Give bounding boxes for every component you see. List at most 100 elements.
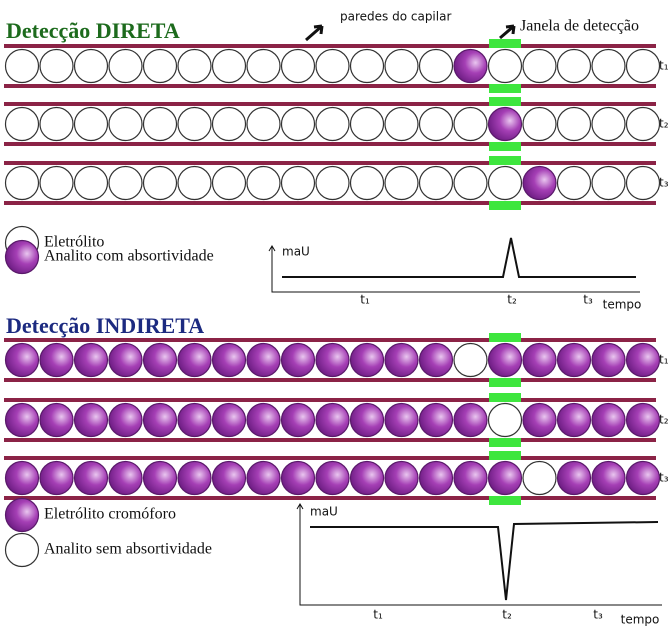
purple-circle: [247, 344, 280, 377]
purple-circle: [144, 404, 177, 437]
white-circle: [351, 167, 384, 200]
purple-circle: [6, 462, 39, 495]
annotation: Janela de detecção: [520, 18, 639, 35]
arrow: [306, 26, 322, 40]
purple-circle: [178, 344, 211, 377]
x-axis-title: tempo: [603, 298, 642, 312]
detection-window: [489, 496, 521, 505]
purple-circle: [351, 404, 384, 437]
signal-line: [310, 522, 658, 600]
purple-circle: [385, 462, 418, 495]
detection-window: [489, 451, 521, 460]
signal-line: [282, 238, 636, 277]
white-circle: [489, 50, 522, 83]
purple-circle: [558, 462, 591, 495]
purple-circle: [6, 241, 39, 274]
purple-circle: [420, 404, 453, 437]
white-circle: [178, 50, 211, 83]
white-circle: [351, 50, 384, 83]
purple-circle: [420, 344, 453, 377]
row-label: t₂: [659, 117, 669, 131]
y-axis-label: maU: [310, 505, 338, 519]
purple-circle: [40, 462, 73, 495]
white-circle: [144, 167, 177, 200]
white-circle: [75, 167, 108, 200]
purple-circle: [558, 344, 591, 377]
white-circle: [523, 462, 556, 495]
white-circle: [6, 50, 39, 83]
white-circle: [454, 108, 487, 141]
white-circle: [316, 50, 349, 83]
purple-circle: [592, 404, 625, 437]
detection-window: [489, 393, 521, 402]
white-circle: [75, 50, 108, 83]
white-circle: [592, 167, 625, 200]
white-circle: [282, 108, 315, 141]
purple-circle: [109, 404, 142, 437]
white-circle: [523, 50, 556, 83]
white-circle: [454, 344, 487, 377]
purple-circle: [282, 462, 315, 495]
purple-circle: [489, 344, 522, 377]
purple-circle: [523, 344, 556, 377]
purple-circle: [6, 344, 39, 377]
axes: [272, 246, 640, 292]
purple-circle: [316, 462, 349, 495]
white-circle: [6, 108, 39, 141]
row-label: t₁: [659, 59, 669, 73]
diagram: Detecção DIRETA paredes do capilar Janel…: [0, 0, 670, 626]
legend-label: Eletrólito cromóforo: [44, 506, 176, 523]
purple-circle: [627, 462, 660, 495]
purple-circle: [316, 344, 349, 377]
purple-circle: [627, 404, 660, 437]
x-axis-label: t₂: [507, 293, 517, 307]
white-circle: [282, 50, 315, 83]
detection-window: [489, 156, 521, 165]
white-circle: [627, 167, 660, 200]
purple-circle: [351, 344, 384, 377]
white-circle: [6, 167, 39, 200]
white-circle: [420, 167, 453, 200]
white-circle: [6, 534, 39, 567]
white-circle: [420, 50, 453, 83]
white-circle: [109, 108, 142, 141]
white-circle: [627, 50, 660, 83]
purple-circle: [558, 404, 591, 437]
purple-circle: [420, 462, 453, 495]
purple-circle: [213, 344, 246, 377]
detection-window: [489, 142, 521, 151]
row-label: t₃: [659, 176, 669, 190]
purple-circle: [213, 404, 246, 437]
detection-window: [489, 201, 521, 210]
purple-circle: [40, 404, 73, 437]
white-circle: [109, 167, 142, 200]
detection-window: [489, 333, 521, 342]
purple-circle: [523, 404, 556, 437]
purple-circle: [282, 344, 315, 377]
row-label: t₁: [659, 353, 669, 367]
white-circle: [109, 50, 142, 83]
white-circle: [558, 50, 591, 83]
white-circle: [385, 108, 418, 141]
x-axis-label: t₂: [502, 608, 512, 622]
purple-circle: [75, 344, 108, 377]
purple-circle: [247, 404, 280, 437]
white-circle: [385, 167, 418, 200]
white-circle: [489, 167, 522, 200]
purple-circle: [144, 462, 177, 495]
white-circle: [247, 167, 280, 200]
white-circle: [351, 108, 384, 141]
purple-circle: [178, 462, 211, 495]
purple-circle: [178, 404, 211, 437]
purple-circle: [109, 344, 142, 377]
row-label: t₂: [659, 413, 669, 427]
white-circle: [558, 108, 591, 141]
white-circle: [523, 108, 556, 141]
annotation: paredes do capilar: [340, 10, 451, 24]
white-circle: [178, 167, 211, 200]
white-circle: [316, 108, 349, 141]
white-circle: [316, 167, 349, 200]
purple-circle: [144, 344, 177, 377]
detection-window: [489, 438, 521, 447]
x-axis-label: t₃: [593, 608, 603, 622]
